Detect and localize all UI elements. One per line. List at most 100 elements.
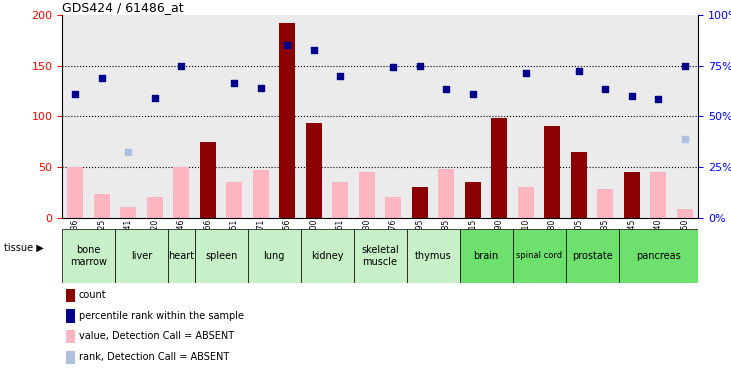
Bar — [168, 229, 194, 283]
Bar — [62, 229, 115, 283]
Text: skeletal
muscle: skeletal muscle — [361, 245, 399, 267]
Point — [149, 95, 161, 101]
Bar — [62, 15, 88, 217]
Point — [520, 70, 531, 76]
Bar — [460, 229, 512, 283]
Bar — [173, 167, 189, 218]
Bar — [354, 229, 406, 283]
Text: brain: brain — [474, 251, 499, 261]
Text: lung: lung — [263, 251, 285, 261]
Bar — [142, 15, 168, 217]
Point — [626, 93, 637, 99]
Bar — [618, 229, 698, 283]
Text: spleen: spleen — [205, 251, 238, 261]
Bar — [274, 15, 300, 217]
Bar — [248, 229, 300, 283]
Bar — [618, 15, 645, 217]
Bar — [115, 15, 142, 217]
Text: pancreas: pancreas — [636, 251, 681, 261]
Bar — [194, 229, 248, 283]
Bar — [486, 15, 512, 217]
Bar — [359, 172, 375, 217]
Text: percentile rank within the sample: percentile rank within the sample — [79, 311, 244, 321]
Bar — [571, 192, 587, 217]
Bar — [545, 126, 561, 218]
Bar — [645, 15, 672, 217]
Bar — [672, 15, 698, 217]
Point — [229, 80, 240, 86]
Point — [255, 85, 267, 91]
Bar — [221, 15, 248, 217]
Text: prostate: prostate — [572, 251, 613, 261]
Point — [467, 91, 479, 97]
Text: GDS424 / 61486_at: GDS424 / 61486_at — [62, 1, 183, 14]
Point — [679, 135, 691, 141]
Bar — [412, 187, 428, 218]
Point — [414, 63, 425, 69]
Bar — [88, 15, 115, 217]
Text: tissue ▶: tissue ▶ — [4, 243, 43, 253]
Bar — [253, 170, 269, 217]
Bar — [439, 169, 454, 217]
Bar — [300, 15, 327, 217]
Bar — [512, 15, 539, 217]
Bar — [333, 182, 348, 218]
Bar — [406, 229, 460, 283]
Bar — [327, 15, 354, 217]
Bar — [465, 182, 481, 218]
Point — [387, 64, 399, 70]
Bar — [677, 209, 693, 218]
Bar — [200, 142, 216, 218]
Text: thymus: thymus — [414, 251, 452, 261]
Bar — [115, 229, 168, 283]
Bar — [300, 229, 354, 283]
Point — [175, 63, 187, 69]
Bar — [597, 189, 613, 217]
Bar — [354, 15, 380, 217]
Bar — [306, 162, 322, 218]
Bar — [518, 187, 534, 218]
Point — [653, 96, 664, 102]
Bar — [279, 23, 295, 218]
Bar — [194, 15, 221, 217]
Text: spinal cord: spinal cord — [516, 251, 562, 260]
Point — [96, 75, 107, 81]
Text: value, Detection Call = ABSENT: value, Detection Call = ABSENT — [79, 332, 234, 341]
Bar — [592, 15, 618, 217]
Bar — [491, 118, 507, 218]
Point — [123, 148, 135, 154]
Bar — [539, 15, 566, 217]
Bar — [566, 229, 618, 283]
Bar — [566, 15, 592, 217]
Text: heart: heart — [168, 251, 194, 261]
Bar — [406, 15, 433, 217]
Text: count: count — [79, 290, 107, 300]
Point — [573, 68, 585, 74]
Bar — [248, 15, 274, 217]
Bar — [200, 157, 216, 218]
Point — [308, 48, 319, 54]
Bar — [571, 152, 587, 217]
Bar — [512, 229, 566, 283]
Point — [441, 86, 452, 92]
Point — [281, 42, 293, 48]
Point — [335, 73, 346, 79]
Point — [69, 91, 81, 97]
Text: rank, Detection Call = ABSENT: rank, Detection Call = ABSENT — [79, 352, 230, 362]
Bar — [306, 123, 322, 218]
Bar — [385, 197, 401, 217]
Bar — [168, 15, 194, 217]
Bar — [433, 15, 460, 217]
Bar — [460, 15, 486, 217]
Text: liver: liver — [131, 251, 152, 261]
Point — [679, 63, 691, 69]
Text: bone
marrow: bone marrow — [70, 245, 107, 267]
Bar — [121, 207, 136, 218]
Bar — [624, 172, 640, 217]
Bar — [651, 172, 667, 217]
Bar — [94, 194, 110, 217]
Bar — [67, 167, 83, 218]
Point — [599, 86, 611, 92]
Bar — [147, 197, 163, 217]
Bar — [227, 182, 243, 218]
